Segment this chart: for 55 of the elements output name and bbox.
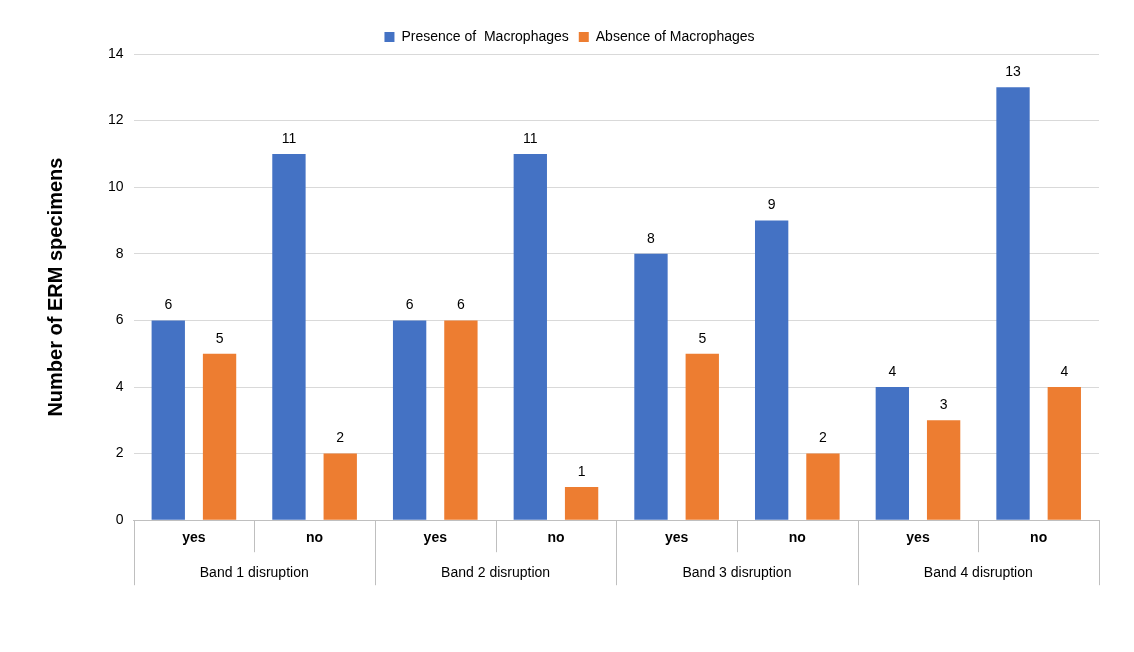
text: Band 3 disruption <box>682 563 792 580</box>
bar <box>996 87 1030 520</box>
bar <box>323 453 357 520</box>
y-axis-title: Number of ERM specimens <box>43 157 66 417</box>
x-tick-label: no <box>547 529 565 546</box>
text: Band 2 disruption <box>441 563 551 580</box>
data-label: 8 <box>647 229 656 246</box>
bar <box>564 486 599 520</box>
data-label: 5 <box>698 329 707 346</box>
y-tick-label: 0 <box>115 511 124 528</box>
x-tick-label: yes <box>664 529 689 546</box>
bar <box>754 220 789 520</box>
bar <box>202 353 237 520</box>
data-label: 11 <box>281 129 297 146</box>
legend-label: Absence of Macrophages <box>595 27 755 44</box>
bar <box>1047 387 1081 520</box>
data-label: 11 <box>523 129 538 146</box>
data-label: 3 <box>939 396 948 413</box>
y-tick-label: 12 <box>107 111 124 128</box>
y-tick-label: 4 <box>115 377 124 394</box>
data-label: 2 <box>819 429 828 446</box>
data-label: 1 <box>577 462 586 479</box>
data-label: 13 <box>1005 63 1022 80</box>
y-tick-label: 14 <box>107 44 124 61</box>
y-tick-label: 2 <box>115 444 124 461</box>
data-label: 6 <box>457 296 466 313</box>
x-tick-label: no <box>1030 529 1048 546</box>
data-label: 5 <box>215 329 224 346</box>
bar <box>875 387 910 520</box>
data-label: 6 <box>164 296 173 313</box>
y-tick-label: 8 <box>115 244 124 261</box>
data-label: 4 <box>1060 362 1069 379</box>
x-tick-label: yes <box>906 529 930 546</box>
y-tick-label: 6 <box>115 311 124 328</box>
bar <box>806 453 840 520</box>
bar <box>926 420 961 520</box>
text: Band 4 disruption <box>923 563 1033 580</box>
bar <box>685 353 719 520</box>
bar <box>634 253 668 520</box>
x-tick-label: no <box>788 529 806 546</box>
text: Band 1 disruption <box>199 563 309 580</box>
data-label: 6 <box>405 296 414 313</box>
bar <box>272 153 306 520</box>
x-tick-label: yes <box>182 529 206 546</box>
x-tick-label: no <box>306 529 324 546</box>
bar <box>151 320 185 520</box>
data-label: 2 <box>336 429 345 446</box>
bar <box>513 153 547 520</box>
x-tick-label: yes <box>423 529 448 546</box>
legend-label: Presence of Macrophages <box>401 27 569 44</box>
data-label: 9 <box>767 196 776 213</box>
data-label: 4 <box>888 362 897 379</box>
bar <box>444 320 478 520</box>
y-tick-label: 10 <box>107 178 124 195</box>
bar <box>392 320 427 520</box>
